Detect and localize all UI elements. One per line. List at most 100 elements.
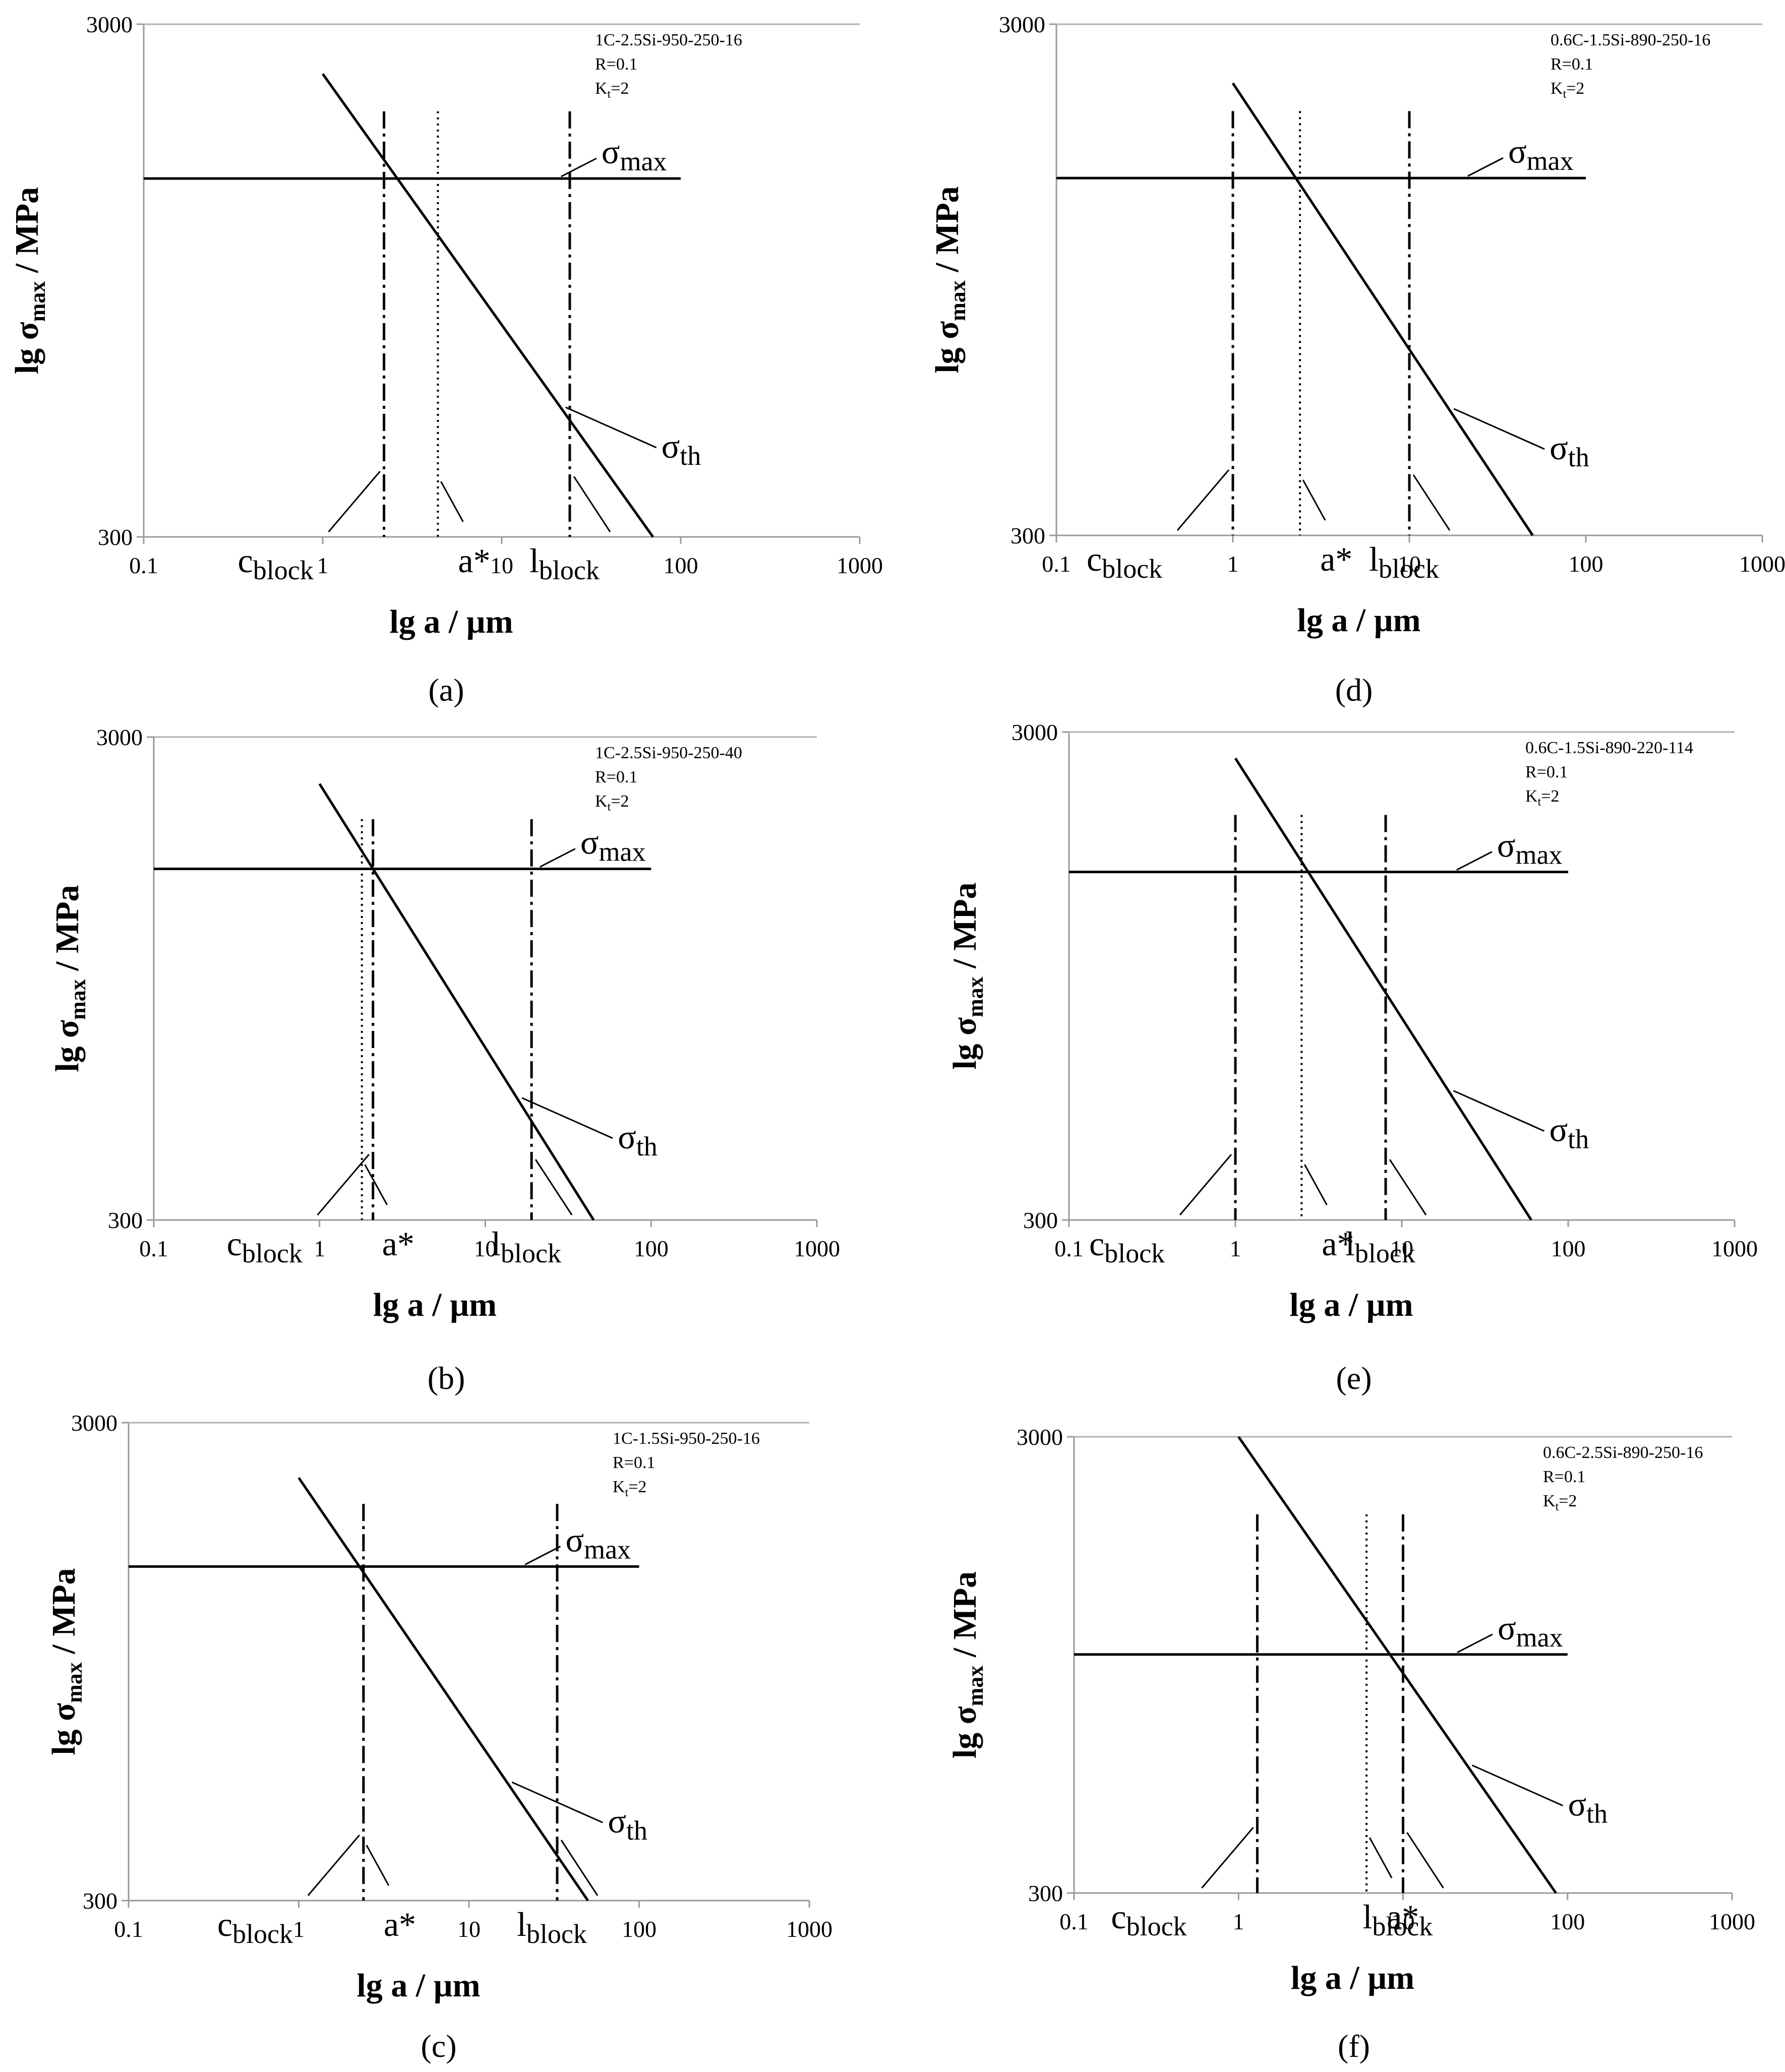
series-sigma-th-line — [1231, 82, 1534, 536]
x-tick-label: 0.1 — [114, 1916, 143, 1942]
sigma-max-label: σmax — [566, 1520, 631, 1564]
panel-caption: (c) — [421, 2028, 456, 2064]
a-star-label: a* — [384, 1905, 416, 1943]
x-axis-title: lg a / µm — [1289, 1287, 1413, 1323]
x-tick-label: 10 — [1398, 551, 1421, 577]
sigma-max-leader — [1457, 1633, 1493, 1654]
x-tick-label: 1 — [293, 1916, 305, 1942]
sigma-th-label: σth — [1549, 1111, 1589, 1154]
sigma-max-label: σmax — [602, 133, 667, 176]
x-tick-label: 1 — [314, 1236, 325, 1261]
a-star-label: a* — [1320, 540, 1352, 578]
x-tick-label: 1000 — [1709, 1909, 1755, 1934]
a-star-leader — [1304, 1164, 1328, 1205]
sigma-th-leader — [1453, 1090, 1545, 1132]
info-line: Kt=2 — [1543, 1492, 1577, 1513]
cblock-label: cblock — [1087, 540, 1162, 584]
x-tick-label: 100 — [1551, 1236, 1586, 1261]
series-sigma-th-line — [321, 73, 654, 538]
series-sigma-th-line — [1234, 757, 1532, 1221]
a-star-label: a* — [382, 1225, 414, 1263]
a-star-leader — [364, 1164, 388, 1205]
cblock-leader — [317, 1154, 370, 1215]
a-star-label: a* — [1322, 1225, 1354, 1263]
panel-caption: (d) — [1335, 672, 1373, 708]
x-axis-title: lg a / µm — [356, 1967, 480, 2004]
panel-caption: (b) — [428, 1360, 465, 1396]
info-line: 1C-2.5Si-950-250-40 — [595, 744, 742, 762]
lblock-label: lblock — [1363, 1898, 1433, 1941]
x-tick-label: 100 — [1569, 551, 1603, 577]
series-sigma-th-line — [1237, 1436, 1557, 1894]
cblock-leader — [307, 1835, 360, 1896]
cblock-leader — [1179, 1154, 1232, 1215]
y-tick-label: 300 — [98, 524, 133, 550]
a-star-label: a* — [458, 541, 490, 580]
info-line: R=0.1 — [1551, 55, 1593, 74]
series-sigma-th-line — [318, 783, 595, 1221]
y-axis-title: lg σmax / MPa — [49, 885, 90, 1072]
x-tick-label: 0.1 — [1054, 1236, 1084, 1261]
cblock-label: cblock — [1111, 1898, 1186, 1941]
x-tick-label: 1000 — [786, 1916, 832, 1942]
sigma-th-label: σth — [662, 427, 701, 471]
lblock-leader — [1406, 1832, 1444, 1888]
lblock-label: lblock — [1345, 1225, 1415, 1268]
lblock-leader — [1412, 474, 1451, 531]
x-tick-label: 1000 — [1711, 1236, 1758, 1261]
panel-caption: (e) — [1336, 1360, 1372, 1396]
x-tick-label: 100 — [634, 1236, 669, 1261]
y-axis-title: lg σmax / MPa — [9, 187, 50, 374]
y-tick-label: 3000 — [999, 12, 1045, 37]
chart-panel-d: 0.1 1 10 100 1000 300 3000 lg a / µm lg σmax / M… — [929, 12, 1785, 708]
x-tick-label: 0.1 — [129, 553, 158, 578]
x-tick-label: 100 — [622, 1916, 657, 1942]
info-line: 1C-1.5Si-950-250-16 — [613, 1429, 760, 1448]
sigma-max-leader — [524, 1546, 561, 1565]
y-tick-label: 3000 — [96, 724, 143, 750]
lblock-leader — [573, 476, 611, 532]
sigma-th-label: σth — [1568, 1785, 1608, 1829]
info-line: Kt=2 — [1551, 79, 1584, 101]
x-tick-label: 10 — [1392, 1909, 1415, 1934]
panel-caption: (a) — [428, 672, 464, 708]
x-tick-label: 10 — [1390, 1236, 1413, 1261]
lblock-label: lblock — [1369, 540, 1439, 584]
chart-panel-c: 0.1 1 10 100 1000 300 3000 lg a / µm lg σmax / M… — [45, 1410, 832, 2064]
x-tick-label: 0.1 — [139, 1236, 168, 1261]
cblock-leader — [1176, 469, 1230, 531]
x-tick-label: 1 — [1233, 1909, 1244, 1934]
info-line: Kt=2 — [1525, 787, 1559, 809]
x-tick-label: 1 — [1227, 551, 1239, 577]
lblock-label: lblock — [529, 541, 600, 585]
x-tick-label: 1 — [1230, 1236, 1241, 1261]
y-tick-label: 300 — [1010, 523, 1045, 549]
a-star-leader — [440, 481, 464, 522]
info-line: R=0.1 — [595, 768, 637, 786]
sigma-th-label: σth — [608, 1802, 647, 1846]
y-axis-title: lg σmax / MPa — [929, 186, 970, 373]
sigma-th-leader — [1453, 408, 1545, 450]
a-star-label: a* — [1387, 1898, 1419, 1936]
y-tick-label: 300 — [1023, 1207, 1058, 1233]
info-line: 0.6C-1.5Si-890-220-114 — [1525, 739, 1693, 757]
sigma-max-label: σmax — [580, 823, 646, 867]
y-tick-label: 3000 — [1017, 1424, 1063, 1450]
series-sigma-th-line — [298, 1477, 589, 1902]
info-line: 1C-2.5Si-950-250-16 — [595, 31, 742, 49]
x-tick-label: 100 — [1550, 1909, 1585, 1934]
y-axis-title: lg σmax / MPa — [45, 1568, 87, 1755]
chart-panel-f: 0.1 1 10 100 1000 300 3000 lg a / µm lg σmax / M… — [946, 1424, 1755, 2064]
sigma-max-label: σmax — [1497, 826, 1563, 870]
x-tick-label: 100 — [664, 553, 698, 578]
cblock-leader — [328, 471, 381, 532]
sigma-max-leader — [1467, 157, 1504, 177]
x-axis-title: lg a / µm — [373, 1287, 497, 1323]
sigma-max-leader — [1456, 851, 1493, 871]
lblock-leader — [560, 1840, 599, 1896]
lblock-label: lblock — [491, 1225, 561, 1268]
info-line: Kt=2 — [613, 1478, 646, 1499]
info-line: Kt=2 — [595, 79, 629, 101]
info-line: R=0.1 — [613, 1453, 655, 1472]
cblock-label: cblock — [1089, 1225, 1165, 1268]
